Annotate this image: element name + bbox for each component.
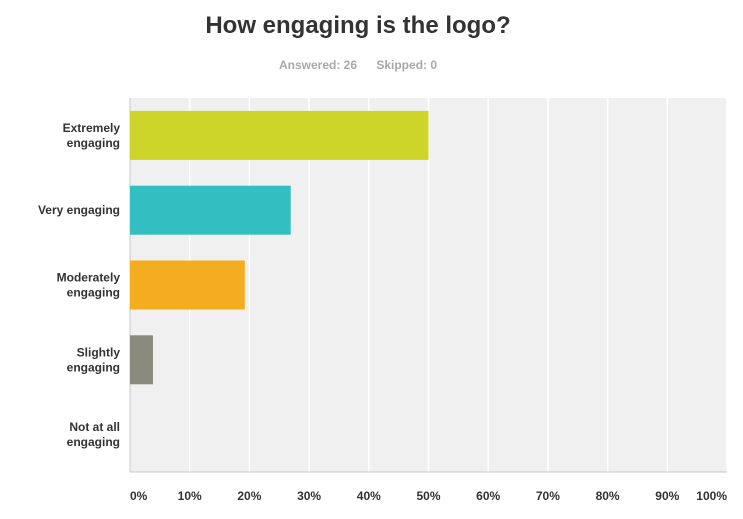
x-tick-label: 90% <box>655 489 679 503</box>
category-label: engaging <box>67 360 120 374</box>
chart-title: How engaging is the logo? <box>205 12 511 39</box>
category-label: Very engaging <box>38 203 120 217</box>
x-tick-label: 100% <box>696 489 727 503</box>
x-tick-label: 70% <box>536 489 560 503</box>
category-label: Slightly <box>77 345 121 359</box>
x-tick-label: 40% <box>357 489 381 503</box>
bar-3 <box>130 335 153 385</box>
category-label: engaging <box>67 435 120 449</box>
bar-0 <box>130 110 429 160</box>
x-tick-label: 60% <box>476 489 500 503</box>
x-tick-label: 10% <box>178 489 202 503</box>
x-tick-label: 30% <box>297 489 321 503</box>
x-tick-label: 50% <box>416 489 440 503</box>
x-tick-label: 80% <box>596 489 620 503</box>
category-label: Extremely <box>63 121 121 135</box>
response-summary: Answered: 26 Skipped: 0 <box>0 58 716 72</box>
category-label: engaging <box>67 136 120 150</box>
x-tick-label: 20% <box>237 489 261 503</box>
category-label: Not at all <box>69 420 120 434</box>
bar-2 <box>130 260 245 310</box>
x-tick-label: 0% <box>130 489 148 503</box>
answered-count: Answered: 26 <box>278 58 357 72</box>
skipped-count: Skipped: 0 <box>376 58 438 72</box>
category-label: Moderately <box>57 271 121 285</box>
category-label: engaging <box>67 286 120 300</box>
bar-1 <box>130 185 291 235</box>
